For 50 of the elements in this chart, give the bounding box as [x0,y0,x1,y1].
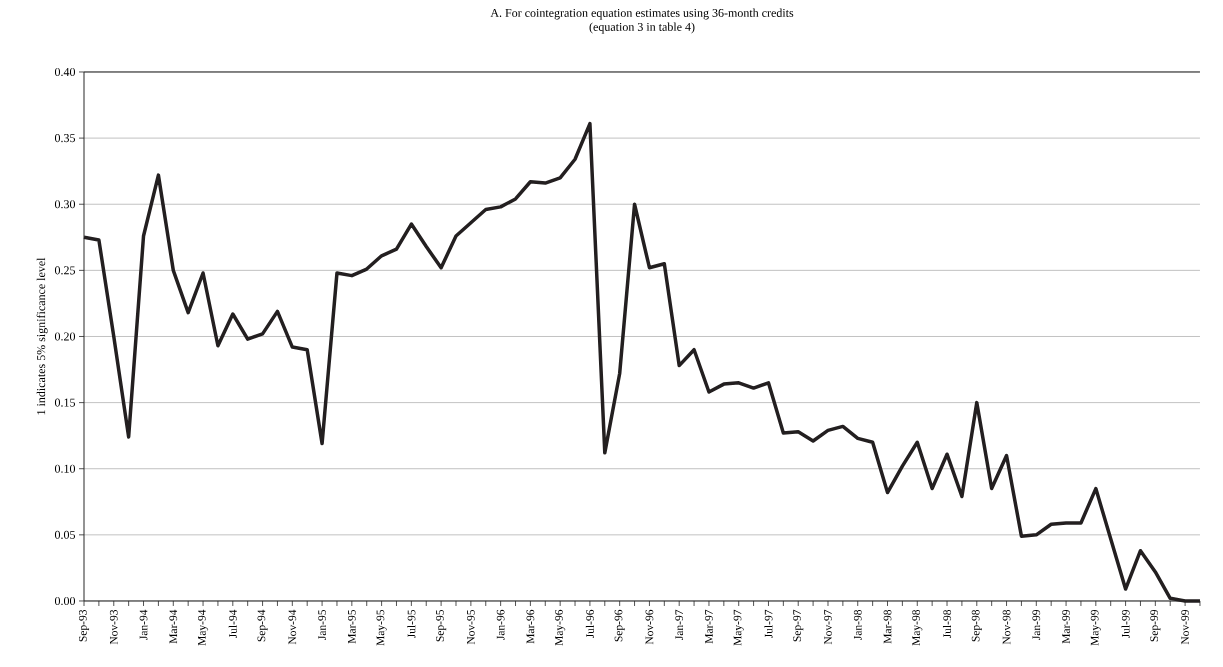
x-tick-label: Nov-93 [109,609,118,645]
x-tick-label: Nov-95 [467,609,475,645]
x-tick-label: Sep-99 [1150,609,1161,642]
x-tick-label: Sep-95 [436,609,447,642]
x-tick-label: Sep-94 [257,609,268,642]
x-tick-label: Jul-97 [764,609,773,639]
y-axis-title: 1 indicates 5% significance level [36,257,48,415]
x-tick-label: Jul-98 [942,609,952,639]
x-tick-label: Sep-93 [78,609,90,642]
x-tick-label: May-96 [555,609,566,646]
y-tick-label: 0.05 [54,530,76,539]
x-tick-label: Jan-95 [318,609,326,640]
x-tick-label: Nov-97 [824,609,832,645]
x-tick-label: Nov-98 [1002,609,1011,645]
x-tick-label: Nov-99 [1181,609,1189,645]
x-tick-label: Mar-97 [705,609,713,644]
x-tick-label: Mar-98 [883,609,892,644]
x-tick-label: Jul-95 [407,609,416,639]
x-tick-label: Jan-96 [496,609,505,640]
y-tick-label: 0.40 [54,67,76,77]
x-tick-label: May-97 [733,609,744,646]
x-tick-label: Jan-99 [1032,609,1041,640]
y-tick-label: 0.35 [54,134,76,143]
x-tick-label: Sep-96 [614,609,625,642]
x-tick-label: May-94 [198,609,209,646]
x-tick-label: Nov-96 [645,609,654,645]
x-tick-label: Mar-99 [1062,609,1070,644]
chart-subtitle: (equation 3 in table 4) [589,22,695,34]
x-tick-label: Jan-97 [675,609,684,640]
y-tick-label: 0.20 [54,332,76,341]
x-tick-label: Jan-94 [139,609,148,640]
x-tick-label: Mar-95 [347,609,356,644]
x-tick-label: Jul-96 [585,609,594,639]
x-tick-label: Jul-99 [1121,609,1130,639]
x-tick-label: May-99 [1090,609,1101,646]
x-tick-label: Mar-96 [526,609,535,644]
x-tick-label: May-95 [376,609,387,646]
chart-title: A. For cointegration equation estimates using 36-month credits [490,8,794,20]
x-tick-label: May-98 [912,609,923,646]
y-tick-label: 0.10 [54,464,76,473]
y-tick-label: 0.15 [54,398,76,407]
x-tick-label: Mar-94 [169,609,178,644]
x-tick-label: Jul-94 [228,609,237,639]
x-tick-label: Sep-97 [793,609,804,642]
x-tick-label: Jan-98 [853,609,862,640]
x-tick-label: Nov-94 [288,609,297,645]
x-tick-label: Sep-98 [971,609,982,642]
y-tick-label: 0.30 [54,200,76,209]
y-tick-label: 0.00 [54,596,76,606]
y-tick-label: 0.25 [54,266,76,275]
